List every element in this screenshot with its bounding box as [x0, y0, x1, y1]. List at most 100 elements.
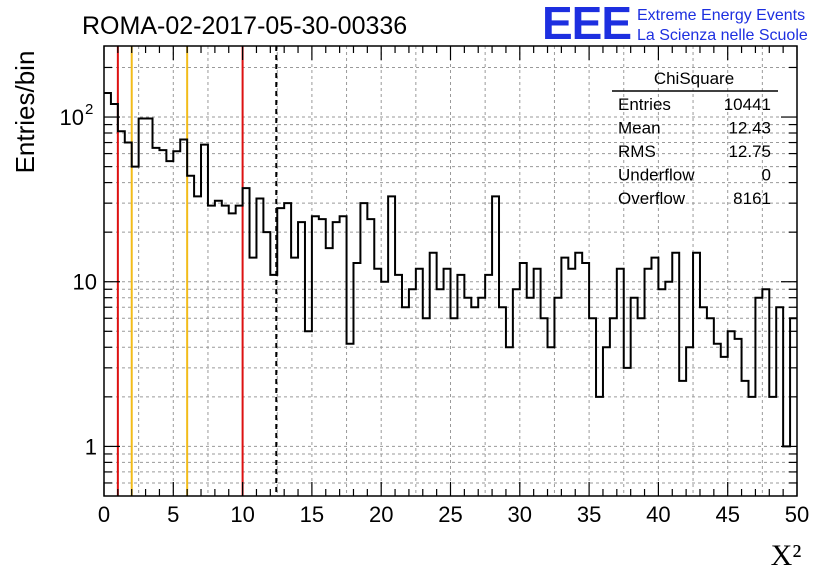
histogram-bin — [638, 318, 645, 496]
histogram-bin — [513, 289, 520, 496]
histogram-bin — [762, 289, 769, 496]
histogram-bin — [194, 196, 201, 496]
stats-value: 12.75 — [728, 142, 771, 161]
histogram-bin — [180, 140, 187, 496]
histogram-bin — [548, 347, 555, 496]
histogram-bin — [492, 196, 499, 496]
histogram-bin — [347, 344, 354, 496]
histogram-bin — [201, 145, 208, 496]
histogram-bin — [520, 263, 527, 496]
histogram-bin — [367, 219, 374, 496]
x-tick-label: 20 — [369, 502, 393, 527]
histogram-bin — [229, 213, 236, 496]
histogram-bin — [437, 289, 444, 496]
histogram-bin — [790, 318, 797, 496]
histogram-bin — [485, 275, 492, 496]
histogram-bin — [139, 118, 146, 496]
histogram-bin — [742, 381, 749, 496]
histogram-bin — [250, 258, 257, 496]
histogram-bin — [444, 269, 451, 496]
histogram-bin — [263, 232, 270, 496]
histogram-bin — [360, 203, 367, 496]
stats-value: 0 — [762, 166, 771, 185]
histogram-bin — [340, 216, 347, 496]
histogram-outline — [104, 91, 797, 448]
x-tick-label: 50 — [785, 502, 809, 527]
eee-logo: EEE Extreme Energy Events La Scienza nel… — [542, 0, 808, 49]
histogram-bin — [735, 339, 742, 496]
histogram-bin — [561, 258, 568, 496]
histogram-bin — [776, 307, 783, 496]
histogram-bin — [430, 253, 437, 496]
histogram-bin — [146, 118, 153, 496]
x-tick-label: 30 — [508, 502, 532, 527]
histogram-bin — [402, 307, 409, 496]
histogram-bin — [208, 206, 215, 496]
x-tick-label: 5 — [167, 502, 179, 527]
histogram-bin — [596, 397, 603, 496]
histogram-bin — [291, 258, 298, 496]
histogram-bin — [624, 368, 631, 496]
histogram-bin — [728, 331, 735, 496]
histogram-bin — [478, 298, 485, 496]
histogram-bin — [589, 318, 596, 496]
x-tick-label: 0 — [98, 502, 110, 527]
histogram-bin — [457, 275, 464, 496]
y-tick-label-exponent: 2 — [85, 101, 93, 118]
histogram-bin — [721, 357, 728, 496]
histogram-bin — [416, 269, 423, 496]
histogram-bin — [256, 199, 263, 496]
histogram-bin — [464, 298, 471, 496]
histogram-bin — [541, 318, 548, 496]
histogram-bin — [111, 104, 118, 496]
histogram-bin — [236, 206, 243, 496]
histogram-bin — [374, 269, 381, 496]
histogram-bin — [319, 219, 326, 496]
stats-label: RMS — [618, 142, 656, 161]
x-tick-label: 15 — [300, 502, 324, 527]
y-tick-label: 10 — [73, 270, 97, 295]
histogram-bin — [326, 248, 333, 496]
histogram-bin — [686, 347, 693, 496]
histogram-bin — [118, 131, 125, 496]
histogram-bin — [631, 298, 638, 496]
histogram-bin — [395, 275, 402, 496]
histogram-bin — [645, 269, 652, 496]
histogram-bin — [755, 298, 762, 496]
x-tick-label: 45 — [715, 502, 739, 527]
histogram-bin — [506, 347, 513, 496]
grid-lines — [104, 46, 797, 496]
eee-logo-line1: Extreme Energy Events — [637, 7, 805, 24]
histogram-bin — [707, 318, 714, 496]
histogram-bin — [125, 143, 132, 496]
histogram-bin — [554, 298, 561, 496]
histogram-bin — [700, 307, 707, 496]
histogram-bin — [658, 289, 665, 496]
histogram-bin — [499, 307, 506, 496]
stats-label: Mean — [618, 119, 661, 138]
stats-label: Entries — [618, 95, 671, 114]
histogram-bin — [603, 347, 610, 496]
histogram-bin — [388, 196, 395, 496]
histogram-bin — [381, 282, 388, 496]
histogram-bin — [617, 269, 624, 496]
x-tick-label: 10 — [230, 502, 254, 527]
histogram-bin — [665, 282, 672, 496]
histogram-bin — [582, 263, 589, 496]
histogram-bin — [651, 258, 658, 496]
histogram-bin — [451, 318, 458, 496]
histogram-bin — [527, 298, 534, 496]
histogram-bin — [312, 216, 319, 496]
histogram-bin — [610, 318, 617, 496]
histogram-bin — [333, 222, 340, 496]
histogram-bin — [714, 344, 721, 496]
histogram-bin — [748, 397, 755, 496]
stats-value: 10441 — [724, 95, 771, 114]
histogram-bin — [305, 331, 312, 496]
y-axis-label: Entries/bin — [10, 51, 40, 174]
histogram-bin — [568, 269, 575, 496]
x-tick-label: 40 — [646, 502, 670, 527]
histogram-bin — [187, 176, 194, 496]
histogram-bin — [215, 201, 222, 496]
